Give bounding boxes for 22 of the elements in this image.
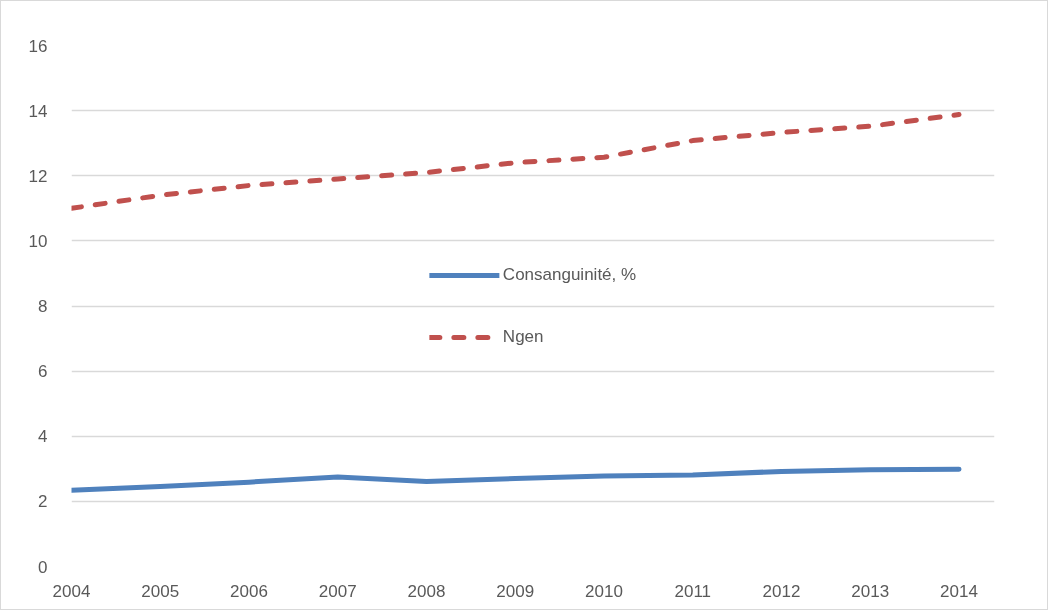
x-tick-label: 2008 [407,581,446,601]
y-tick-label: 4 [38,427,48,447]
y-tick-label: 14 [28,101,48,121]
x-tick-label: 2012 [762,581,801,601]
x-tick-label: 2007 [318,581,357,601]
x-tick-label: 2004 [52,581,91,601]
y-tick-label: 16 [28,36,48,56]
y-tick-label: 2 [38,492,48,512]
y-tick-label: 10 [28,231,48,251]
legend-label: Ngen [502,326,544,347]
y-tick-label: 6 [38,362,48,382]
x-tick-label: 2006 [230,581,268,601]
y-tick-label: 0 [38,557,48,577]
x-tick-label: 2011 [674,581,712,601]
legend-label: Consanguinité, % [502,264,637,285]
y-tick-label: 12 [28,166,48,186]
x-tick-label: 2010 [585,581,623,601]
x-tick-label: 2009 [496,581,535,601]
x-tick-label: 2014 [940,581,978,601]
x-tick-label: 2005 [141,581,180,601]
y-tick-label: 8 [38,297,48,316]
x-tick-label: 2013 [851,581,890,601]
